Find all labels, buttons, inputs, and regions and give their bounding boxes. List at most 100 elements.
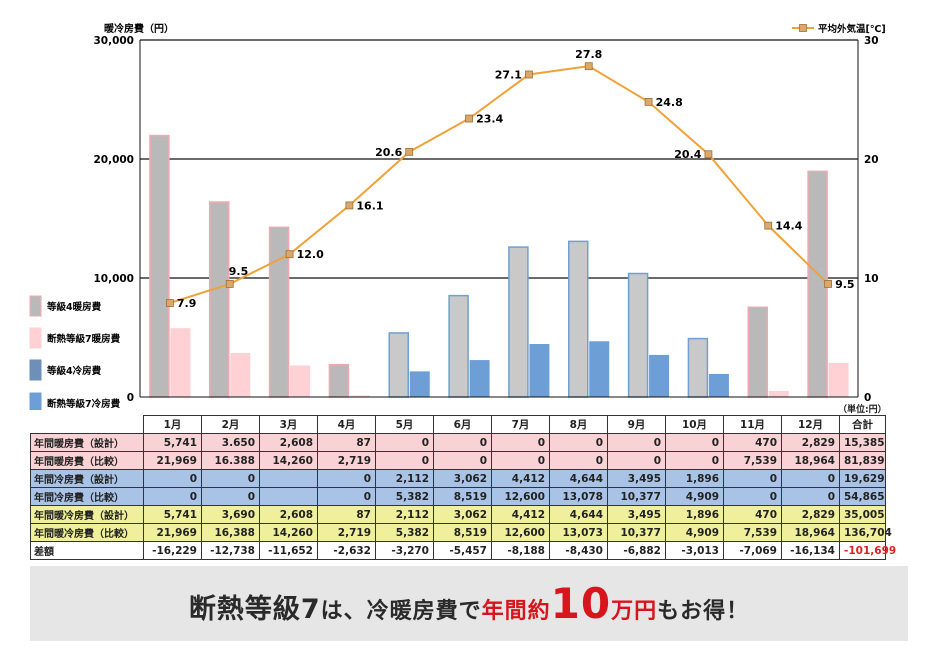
banner-part3: は、冷暖房費で <box>320 599 482 624</box>
table-cell: 18,964 <box>781 523 840 542</box>
table-cell: -16,229 <box>143 541 202 560</box>
table-cell: 54,865 <box>839 487 886 506</box>
summary-banner-text: 断熱等級7は、冷暖房費で年間約10万円もお得！ <box>189 579 749 628</box>
table-cell: 13,078 <box>549 487 608 506</box>
temperature-point <box>285 250 294 259</box>
legend-bar-label: 等級4暖房費 <box>46 301 102 313</box>
y-right-tick-label: 30 <box>864 35 879 47</box>
table-cell: 4,412 <box>491 505 550 524</box>
temperature-data-label: 27.8 <box>575 48 602 61</box>
table-cell: 3,062 <box>433 469 492 488</box>
table-column-header: 9月 <box>607 415 666 434</box>
table-cell: 3,495 <box>607 469 666 488</box>
legend-bar-label: 等級4冷房費 <box>46 365 102 377</box>
y-right-tick-label: 10 <box>864 273 879 285</box>
table-cell: 2,829 <box>781 505 840 524</box>
table-unit-note: （単位:円） <box>838 405 887 415</box>
table-cell: 4,909 <box>665 487 724 506</box>
table-header-row: 1月 2月 3月 4月 5月 6月 7月 8月 9月 10月 11月 12月 合計 <box>30 415 886 434</box>
table-row: 年間暖房費（比較） 21,969 16.388 14,260 2,719 0 0 0 0 0 0 7,… <box>30 451 886 470</box>
table-cell: 2,719 <box>317 451 376 470</box>
table-row-label: 年間暖冷房費（比較） <box>30 523 144 542</box>
table-cell: 21,969 <box>143 523 202 542</box>
table-cell: 470 <box>723 505 782 524</box>
table-cell: -2,632 <box>317 541 376 560</box>
table-cell: 0 <box>201 487 260 506</box>
legend-line-label: 平均外気温[℃] <box>818 23 886 35</box>
bar-heating-grade7 <box>170 328 191 398</box>
banner-part5: 10 <box>550 579 612 628</box>
table-cell: 0 <box>143 469 202 488</box>
table-cell: 14,260 <box>259 451 318 470</box>
table-row-label: 年間冷房費（設計） <box>30 469 144 488</box>
temperature-point <box>225 280 234 288</box>
temperature-point <box>405 147 414 156</box>
bars <box>149 134 849 398</box>
temperature-point <box>345 201 354 210</box>
banner-part1: 断熱等級 <box>188 594 301 625</box>
table-cell: 5,741 <box>143 433 202 452</box>
table-body: 年間暖房費（設計） 5,741 3.650 2,608 87 0 0 0 0 0 0 470 2,829… <box>30 433 896 560</box>
bar-cooling-grade4 <box>388 332 409 398</box>
temperature-point <box>644 97 653 106</box>
table-cell: 0 <box>143 487 202 506</box>
table-cell: -16,134 <box>781 541 840 560</box>
temperature-polyline <box>169 65 829 304</box>
table-cell: 0 <box>549 451 608 470</box>
table-row: 年間暖房費（設計） 5,741 3.650 2,608 87 0 0 0 0 0 0 470 2,829… <box>30 433 886 452</box>
bar-cooling-grade4 <box>627 272 649 398</box>
table-cell: 4,412 <box>491 469 550 488</box>
bar-heating-grade4 <box>149 134 170 398</box>
table-column-header: 12月 <box>781 415 840 434</box>
table-cell: 3,495 <box>607 505 666 524</box>
table-cell: 2,608 <box>259 505 318 524</box>
temperature-data-label: 24.8 <box>656 96 683 109</box>
table-cell: 8,519 <box>433 487 492 506</box>
table-cell: 1,896 <box>665 469 724 488</box>
legend-bar-swatch <box>29 392 42 410</box>
legend-bar-swatch <box>29 359 42 381</box>
table-cell: 10,377 <box>607 487 666 506</box>
table-row-label: 差額 <box>30 541 144 560</box>
bar-heating-grade7 <box>828 362 849 398</box>
table-cell: 3,062 <box>433 505 492 524</box>
banner-part6: 万円 <box>611 599 658 624</box>
legend-bar-label: 断熱等級7暖房費 <box>47 333 121 345</box>
temperature-point <box>584 62 593 71</box>
table-cell: 0 <box>491 451 550 470</box>
table-cell: 18,964 <box>781 451 840 470</box>
table-column-header: 11月 <box>723 415 782 434</box>
bar-cooling-grade7 <box>589 341 610 398</box>
table-cell: 0 <box>433 433 492 452</box>
table-cell: 87 <box>317 505 376 524</box>
table-cell: 0 <box>723 487 782 506</box>
bar-cooling-grade7 <box>409 371 430 398</box>
table-cell: 15,385 <box>839 433 886 452</box>
table-cell: 87 <box>317 433 376 452</box>
table-row: 差額 -16,229 -12,738 -11,652 -2,632 -3,270 -5,45… <box>30 541 896 560</box>
banner-part7: もお得！ <box>657 599 750 624</box>
table-row: 年間暖冷房費（比較） 21,969 16,388 14,260 2,719 5,382 8,… <box>30 523 892 542</box>
table-cell: 2,608 <box>259 433 318 452</box>
table-cell <box>259 469 318 488</box>
table-corner <box>30 415 144 434</box>
table-cell: -5,457 <box>433 541 492 560</box>
temperature-data-label: 9.5 <box>835 278 855 291</box>
table-cell: -3,013 <box>665 541 724 560</box>
table-cell: 470 <box>723 433 782 452</box>
table-cell: -8,430 <box>549 541 608 560</box>
table-cell: 81,839 <box>839 451 886 470</box>
table-column-header: 合計 <box>839 415 886 434</box>
legend-line-marker <box>799 24 807 32</box>
bar-heating-grade4 <box>328 363 350 398</box>
legend-bar-swatch <box>29 327 42 349</box>
table-column-header: 8月 <box>549 415 608 434</box>
table-cell: 0 <box>317 487 376 506</box>
bar-heating-grade7 <box>230 353 251 398</box>
table-cell: 136,704 <box>839 523 892 542</box>
temperature-point <box>525 70 533 79</box>
table-cell: 14,260 <box>259 523 318 542</box>
table-cell: 0 <box>607 433 666 452</box>
table-cell: 4,644 <box>549 469 608 488</box>
